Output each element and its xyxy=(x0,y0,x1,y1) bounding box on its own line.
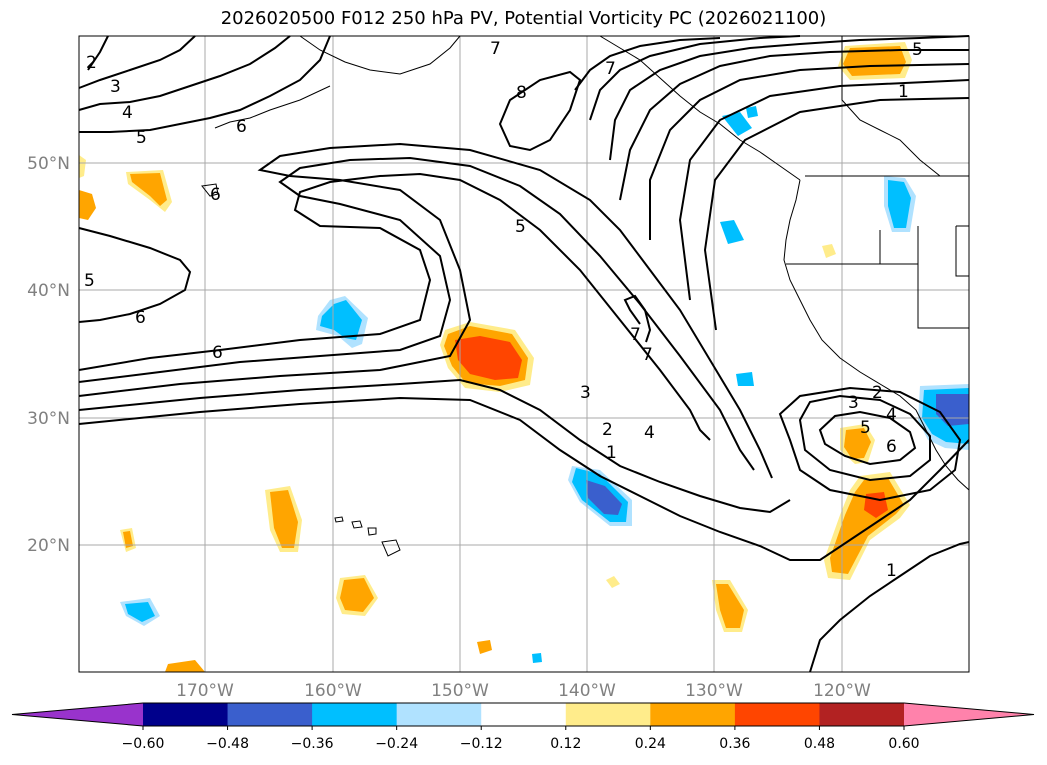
colorbar-tick-label: −0.36 xyxy=(291,736,334,752)
colorbar-extend-high xyxy=(904,703,1034,726)
contour-label: 3 xyxy=(848,393,859,413)
positive-anomaly xyxy=(165,660,205,672)
lon-tick-label: 130°W xyxy=(685,681,743,701)
contour-labels: 7 8 7 5 1 2 3 4 5 6 6 5 6 6 5 4 3 2 1 3 … xyxy=(84,39,923,581)
plot-frame xyxy=(78,35,970,673)
contour-label: 1 xyxy=(898,82,909,102)
colorbar-extend-low xyxy=(12,703,143,726)
contour-label: 6 xyxy=(236,117,247,137)
contour-label: 6 xyxy=(212,343,223,363)
colorbar-tick-label: 0.24 xyxy=(635,736,666,752)
negative-anomaly xyxy=(125,602,155,622)
longitude-axis: 170°W 160°W 150°W 140°W 130°W 120°W xyxy=(176,681,871,701)
lon-tick-label: 140°W xyxy=(558,681,616,701)
positive-anomaly xyxy=(340,578,374,612)
colorbar: −0.60 −0.48 −0.36 −0.24 −0.12 0.12 0.24 0.36 0.4… xyxy=(11,702,1035,752)
colorbar-segment xyxy=(227,703,313,726)
contour-label: 1 xyxy=(606,443,617,463)
positive-anomaly xyxy=(130,173,167,206)
colorbar-segment xyxy=(481,703,567,726)
colorbar-segment xyxy=(565,703,651,726)
colorbar-tick-label: 0.36 xyxy=(719,736,750,752)
contour-label: 6 xyxy=(886,437,897,457)
contour-label: 2 xyxy=(602,420,613,440)
negative-anomaly xyxy=(736,372,754,386)
contour-label: 3 xyxy=(580,383,591,403)
colorbar-tick-label: 0.60 xyxy=(888,736,919,752)
lat-tick-label: 20°N xyxy=(27,536,70,556)
colorbar-tick-label: −0.48 xyxy=(206,736,249,752)
colorbar-segment xyxy=(650,703,736,726)
contour-label: 4 xyxy=(886,405,897,425)
positive-anomaly xyxy=(455,336,522,380)
colorbar-tick-label: 0.48 xyxy=(804,736,835,752)
contour-label: 7 xyxy=(642,345,653,365)
contour-label: 5 xyxy=(84,271,95,291)
positive-anomaly xyxy=(843,46,906,76)
contour-label: 7 xyxy=(605,59,616,79)
lon-tick-label: 150°W xyxy=(431,681,489,701)
coastlines xyxy=(214,35,970,491)
lat-tick-label: 40°N xyxy=(27,281,70,301)
lon-tick-label: 160°W xyxy=(304,681,362,701)
gridlines xyxy=(79,36,969,672)
pv-contours xyxy=(78,35,970,673)
colorbar-segment xyxy=(312,703,398,726)
positive-anomaly xyxy=(123,531,133,548)
contour-label: 6 xyxy=(210,185,221,205)
contour-label: 8 xyxy=(516,83,527,103)
colorbar-segment xyxy=(143,703,229,726)
contour-label: 4 xyxy=(644,423,655,443)
colorbar-segment xyxy=(734,703,820,726)
negative-anomaly xyxy=(746,106,758,118)
contour-label: 6 xyxy=(135,308,146,328)
negative-anomaly xyxy=(888,180,911,228)
colorbar-segment xyxy=(396,703,482,726)
contour-label: 5 xyxy=(136,128,147,148)
latitude-axis: 50°N 40°N 30°N 20°N xyxy=(27,154,70,556)
negative-anomaly xyxy=(586,480,622,515)
contour-label: 2 xyxy=(872,383,883,403)
contour-label: 5 xyxy=(515,217,526,237)
lat-tick-label: 50°N xyxy=(27,154,70,174)
negative-anomaly xyxy=(320,300,362,340)
lon-tick-label: 120°W xyxy=(813,681,871,701)
colorbar-tick-label: −0.12 xyxy=(460,736,503,752)
colorbar-segment xyxy=(819,703,905,726)
colorbar-tick-label: 0.12 xyxy=(550,736,581,752)
negative-anomaly xyxy=(722,112,752,136)
contour-label: 5 xyxy=(912,40,923,60)
contour-label: 2 xyxy=(86,53,97,73)
negative-anomaly xyxy=(532,653,542,663)
contour-label: 5 xyxy=(860,418,871,438)
positive-anomaly xyxy=(477,640,492,654)
positive-anomaly xyxy=(822,244,836,258)
islands xyxy=(201,183,401,557)
positive-anomaly xyxy=(79,190,96,220)
colorbar-tick-label: −0.60 xyxy=(122,736,165,752)
contour-label: 4 xyxy=(122,103,133,123)
contour-label: 3 xyxy=(110,77,121,97)
positive-anomaly xyxy=(716,584,744,628)
colorbar-tick-label: −0.24 xyxy=(375,736,418,752)
contour-label: 1 xyxy=(886,561,897,581)
lon-tick-label: 170°W xyxy=(176,681,234,701)
contour-label: 7 xyxy=(630,325,641,345)
positive-anomaly xyxy=(606,576,620,588)
positive-anomaly xyxy=(844,428,871,459)
positive-anomaly xyxy=(270,490,298,548)
positive-anomaly xyxy=(79,155,86,178)
lat-tick-label: 30°N xyxy=(27,409,70,429)
contour-label: 7 xyxy=(490,39,501,59)
map-title: 2026020500 F012 250 hPa PV, Potential Vo… xyxy=(220,8,827,29)
negative-anomaly xyxy=(720,220,744,244)
